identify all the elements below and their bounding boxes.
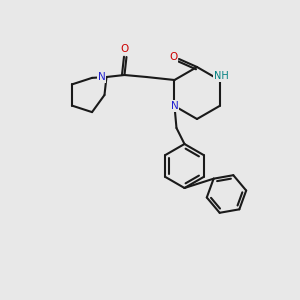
Text: O: O (169, 52, 177, 62)
Text: O: O (120, 44, 129, 54)
Text: N: N (98, 72, 105, 82)
Text: N: N (171, 101, 178, 111)
Text: NH: NH (214, 71, 229, 81)
